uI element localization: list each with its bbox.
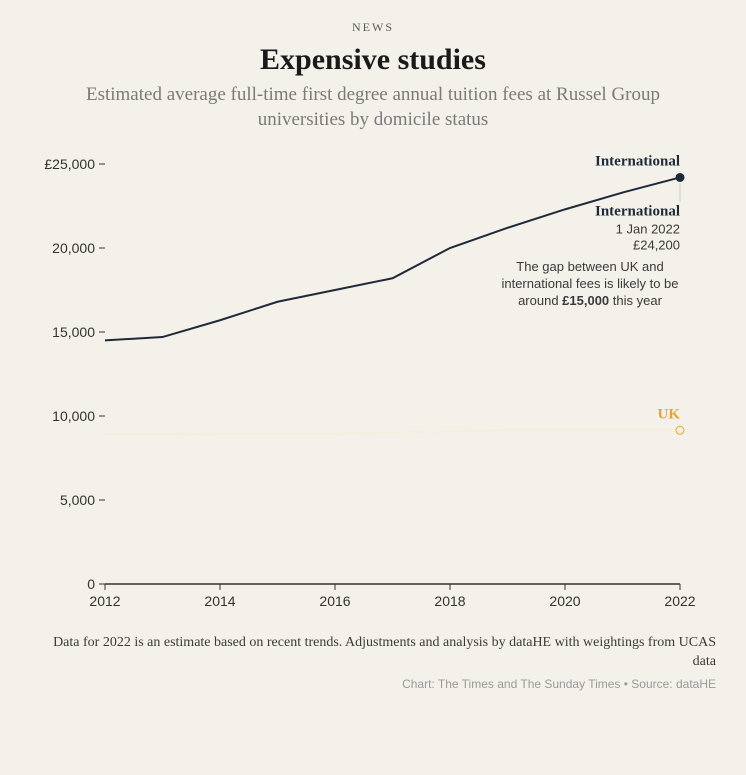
callout-body: The gap between UK and international fee… xyxy=(495,260,685,340)
svg-text:£25,000: £25,000 xyxy=(44,156,95,172)
chart-title: Expensive studies xyxy=(30,43,716,77)
chart-card: NEWS Expensive studies Estimated average… xyxy=(0,0,746,701)
svg-text:2022: 2022 xyxy=(664,593,695,609)
svg-text:2014: 2014 xyxy=(204,593,235,609)
end-marker-uk xyxy=(676,427,684,435)
svg-text:2012: 2012 xyxy=(89,593,120,609)
svg-text:10,000: 10,000 xyxy=(52,408,95,424)
chart-subtitle: Estimated average full-time first degree… xyxy=(63,83,683,132)
svg-text:5,000: 5,000 xyxy=(60,492,95,508)
svg-text:2016: 2016 xyxy=(319,593,350,609)
svg-text:0: 0 xyxy=(87,576,95,592)
svg-text:2020: 2020 xyxy=(549,593,580,609)
svg-text:2018: 2018 xyxy=(434,593,465,609)
svg-text:15,000: 15,000 xyxy=(52,324,95,340)
callout-value: £24,200 xyxy=(633,238,680,253)
series-label-uk: UK xyxy=(658,407,681,423)
footnote: Data for 2022 is an estimate based on re… xyxy=(30,634,716,670)
chart-area: 0 5,000 10,000 15,000 20,000 £25,000 2012 2014 2… xyxy=(30,144,716,624)
svg-text:20,000: 20,000 xyxy=(52,240,95,256)
credits: Chart: The Times and The Sunday Times • … xyxy=(30,677,716,691)
line-chart-svg: 0 5,000 10,000 15,000 20,000 £25,000 2012 2014 2… xyxy=(30,144,710,624)
callout-date: 1 Jan 2022 xyxy=(616,222,680,237)
end-marker-international xyxy=(676,174,684,182)
callout-title: International xyxy=(595,204,680,220)
eyebrow: NEWS xyxy=(30,20,716,35)
series-line-uk xyxy=(105,431,680,435)
series-label-international: International xyxy=(595,154,680,170)
